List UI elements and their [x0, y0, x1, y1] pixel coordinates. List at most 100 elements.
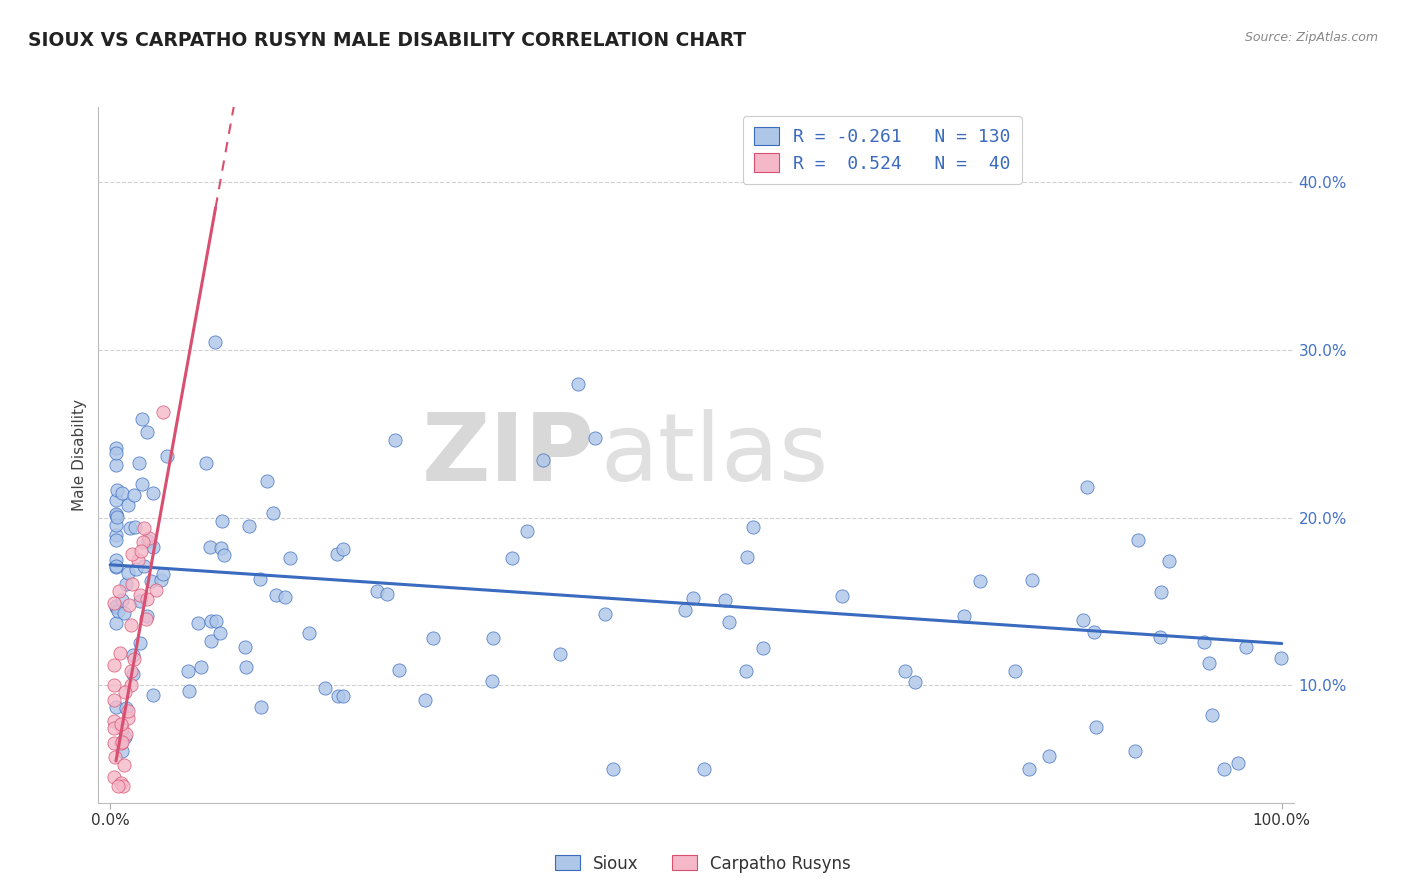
Point	[953, 608, 976, 623]
Point	[105, 508, 128, 522]
Point	[332, 541, 354, 556]
Point	[142, 485, 165, 500]
Point	[103, 714, 125, 728]
Point	[121, 576, 143, 591]
Point	[1227, 756, 1250, 770]
Point	[200, 634, 222, 648]
Point	[120, 617, 142, 632]
Point	[298, 626, 321, 640]
Point	[332, 690, 354, 704]
Point	[893, 664, 915, 678]
Point	[138, 532, 160, 546]
Point	[481, 673, 503, 688]
Point	[328, 689, 350, 703]
Point	[204, 334, 226, 349]
Point	[115, 576, 138, 591]
Point	[122, 488, 145, 502]
Point	[132, 535, 155, 549]
Point	[1149, 630, 1171, 644]
Point	[122, 667, 145, 681]
Point	[105, 559, 128, 574]
Point	[1021, 573, 1043, 587]
Point	[502, 550, 524, 565]
Point	[1198, 657, 1220, 671]
Point	[121, 664, 143, 678]
Point	[531, 453, 554, 467]
Point	[120, 521, 142, 535]
Point	[111, 486, 134, 500]
Point	[384, 434, 406, 448]
Point	[1084, 720, 1107, 734]
Point	[111, 735, 134, 749]
Point	[1018, 762, 1040, 776]
Point	[103, 771, 125, 785]
Point	[128, 636, 150, 650]
Point	[131, 544, 153, 558]
Point	[131, 412, 153, 426]
Point	[1123, 744, 1146, 758]
Point	[177, 664, 200, 678]
Point	[117, 711, 139, 725]
Point	[103, 722, 125, 736]
Point	[413, 692, 436, 706]
Point	[111, 744, 134, 758]
Point	[105, 599, 128, 613]
Point	[249, 572, 271, 586]
Text: atlas: atlas	[600, 409, 828, 501]
Point	[117, 704, 139, 718]
Point	[103, 677, 125, 691]
Point	[422, 632, 444, 646]
Point	[110, 735, 132, 749]
Point	[127, 553, 149, 567]
Point	[110, 717, 132, 731]
Point	[107, 583, 129, 598]
Point	[105, 528, 128, 542]
Point	[129, 593, 152, 607]
Point	[107, 779, 129, 793]
Point	[1157, 554, 1180, 568]
Point	[105, 458, 128, 472]
Y-axis label: Male Disability: Male Disability	[72, 399, 87, 511]
Point	[131, 477, 153, 491]
Point	[105, 446, 128, 460]
Point	[103, 736, 125, 750]
Point	[212, 548, 235, 562]
Point	[105, 533, 128, 548]
Point	[105, 599, 128, 614]
Point	[904, 675, 927, 690]
Point	[132, 521, 155, 535]
Point	[128, 457, 150, 471]
Point	[752, 640, 775, 655]
Point	[136, 591, 159, 606]
Point	[735, 550, 758, 565]
Text: SIOUX VS CARPATHO RUSYN MALE DISABILITY CORRELATION CHART: SIOUX VS CARPATHO RUSYN MALE DISABILITY …	[28, 31, 747, 50]
Point	[1192, 635, 1215, 649]
Point	[209, 541, 232, 555]
Point	[132, 559, 155, 574]
Point	[742, 520, 765, 534]
Point	[136, 425, 159, 439]
Point	[107, 604, 129, 618]
Point	[682, 591, 704, 606]
Point	[103, 596, 125, 610]
Point	[1201, 708, 1223, 723]
Point	[567, 376, 589, 391]
Legend: R = -0.261   N = 130, R =  0.524   N =  40: R = -0.261 N = 130, R = 0.524 N = 40	[742, 116, 1022, 184]
Point	[104, 749, 127, 764]
Point	[263, 506, 285, 520]
Point	[105, 441, 128, 455]
Point	[714, 593, 737, 607]
Point	[194, 456, 217, 470]
Point	[129, 588, 152, 602]
Point	[200, 614, 222, 628]
Point	[969, 574, 991, 588]
Point	[1071, 613, 1094, 627]
Point	[314, 681, 336, 695]
Point	[120, 678, 142, 692]
Point	[280, 551, 302, 566]
Point	[1004, 664, 1026, 678]
Point	[124, 562, 146, 576]
Point	[831, 589, 853, 603]
Point	[256, 474, 278, 488]
Point	[190, 660, 212, 674]
